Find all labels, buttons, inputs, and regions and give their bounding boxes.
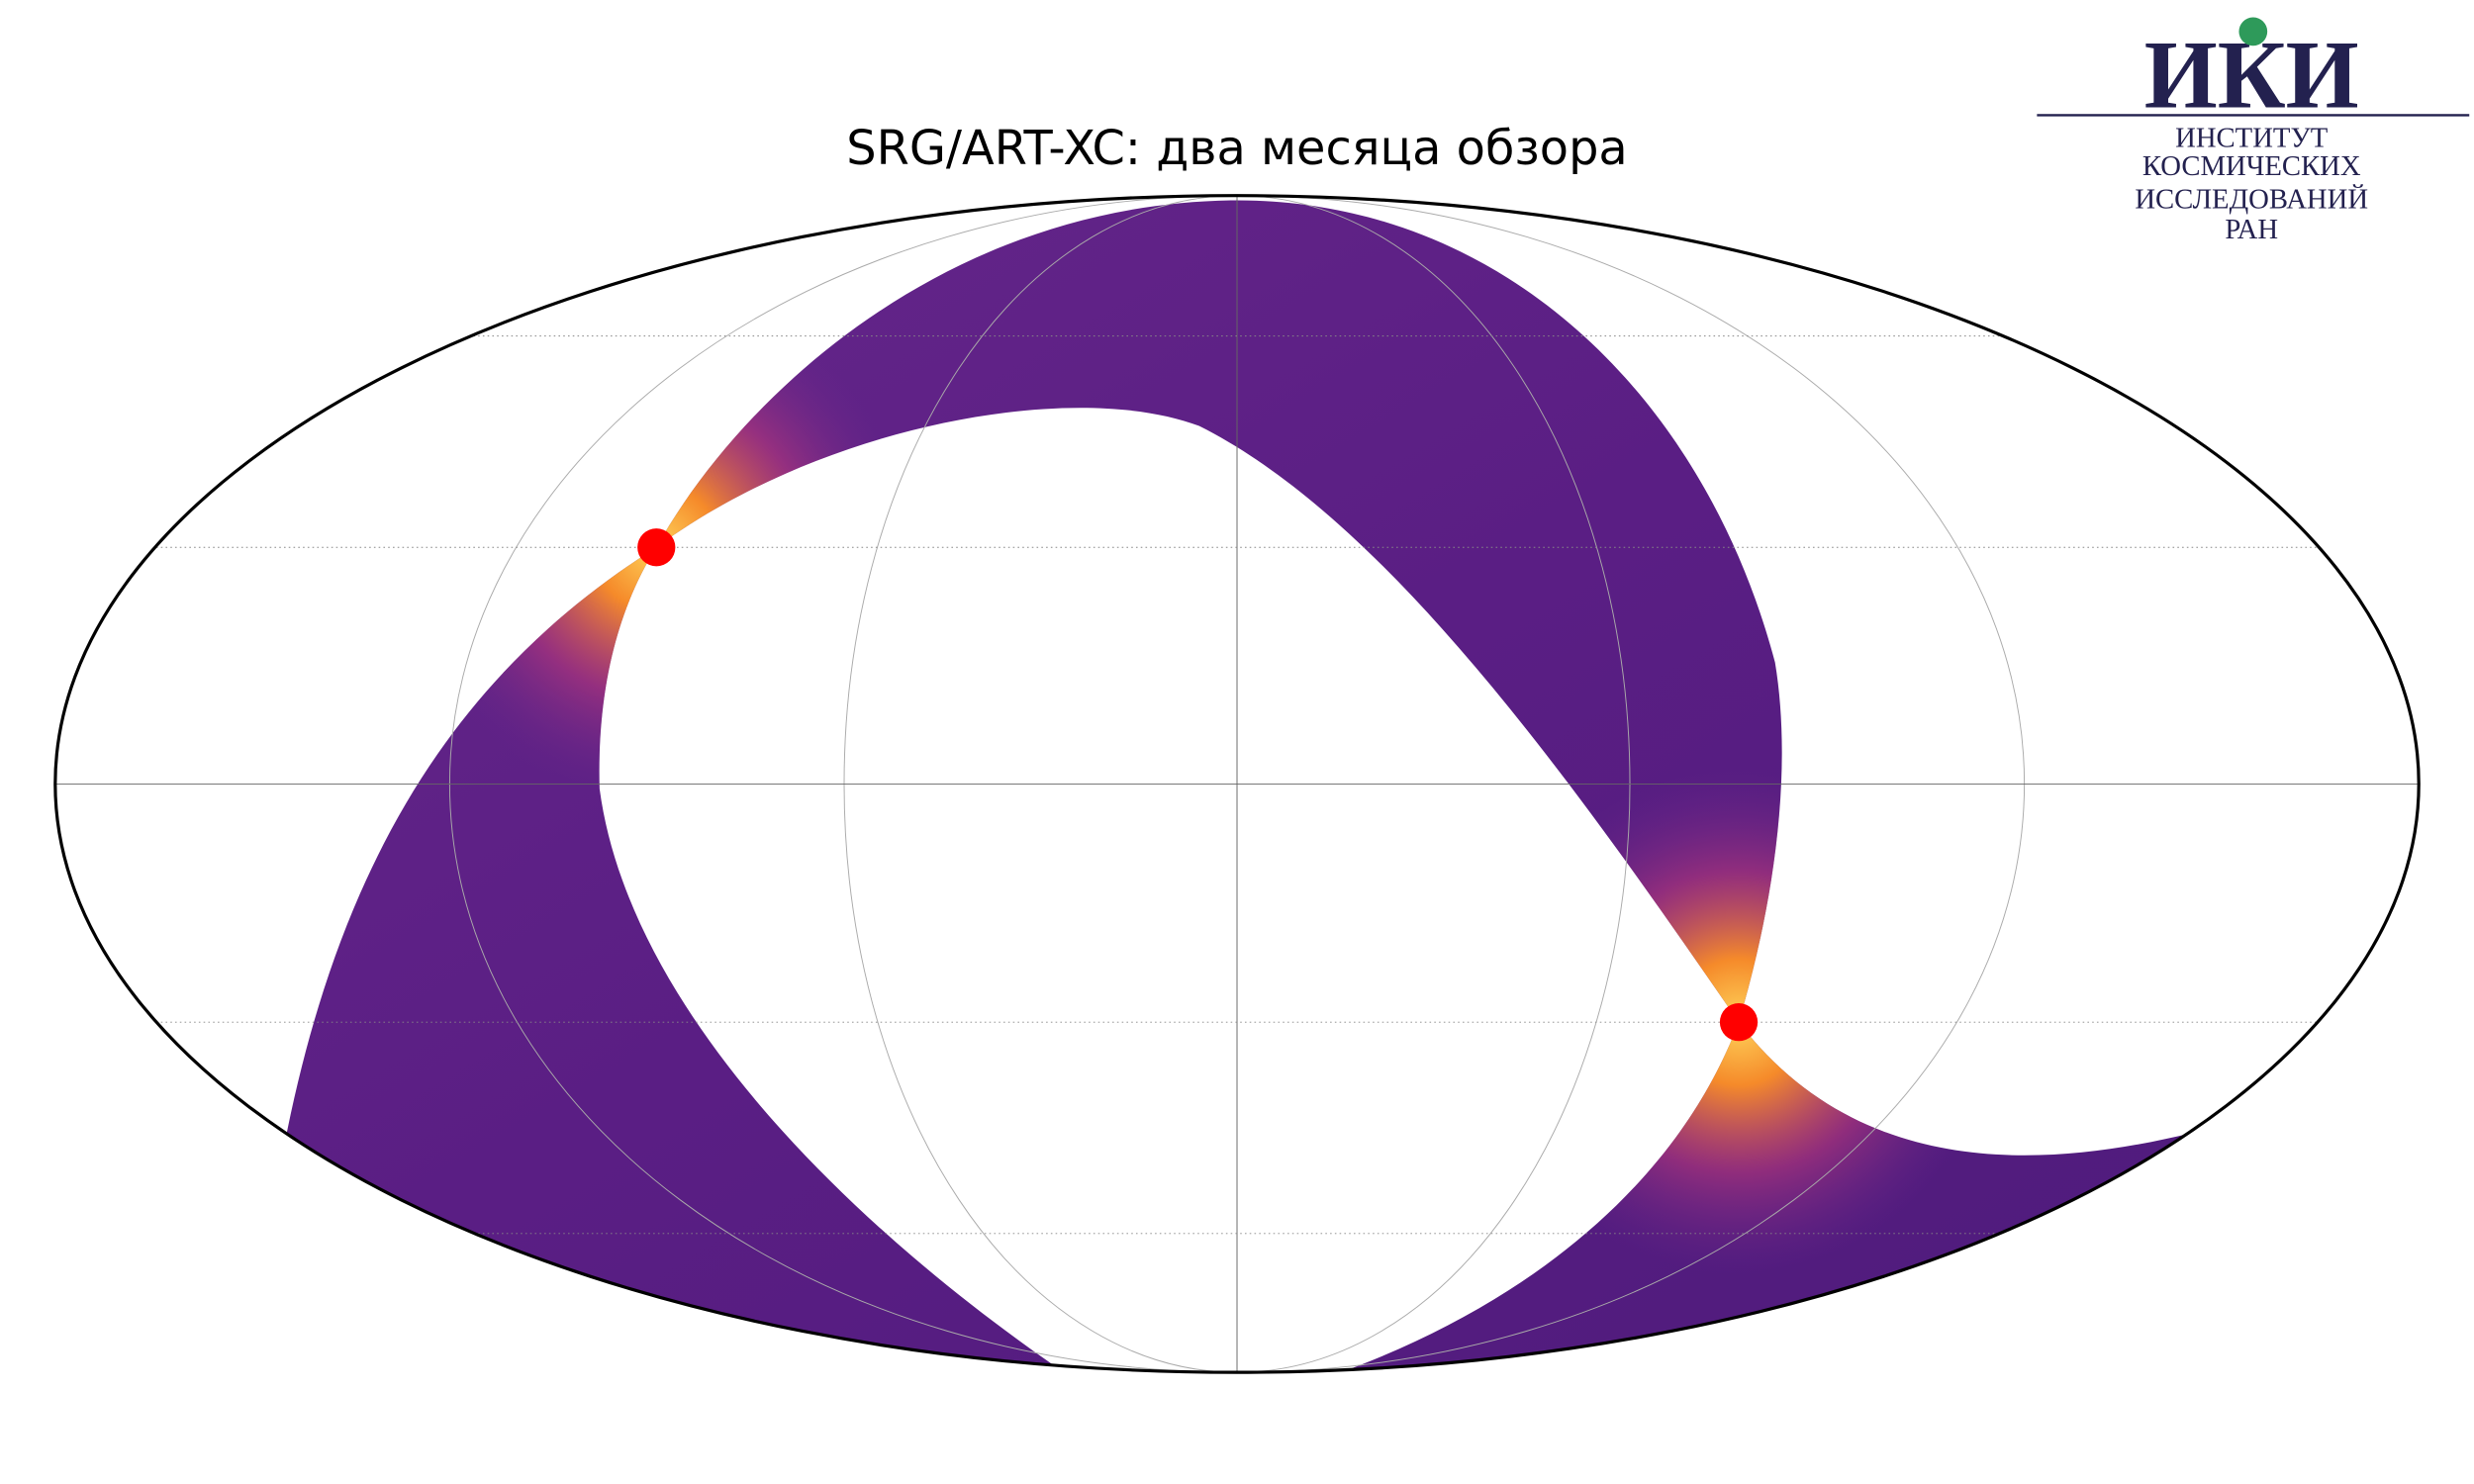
logo-dot — [2238, 17, 2268, 46]
chart-title: SRG/ART-XC: два месяца обзора — [846, 122, 1627, 176]
logo-line: КОСМИЧЕСКИХ — [2142, 150, 2361, 182]
logo-line: ИССЛЕДОВАНИЙ — [2135, 183, 2368, 215]
logo-line: ИНСТИТУТ — [2175, 122, 2329, 153]
logo-line: РАН — [2225, 214, 2278, 245]
pole-marker — [1719, 1003, 1759, 1042]
pole-marker — [637, 528, 676, 567]
graticule — [54, 195, 2420, 1373]
map-border — [53, 194, 2421, 1374]
logo: ИКИ ИНСТИТУТ КОСМИЧЕСКИХ ИССЛЕДОВАНИЙ РА… — [2037, 17, 2470, 245]
